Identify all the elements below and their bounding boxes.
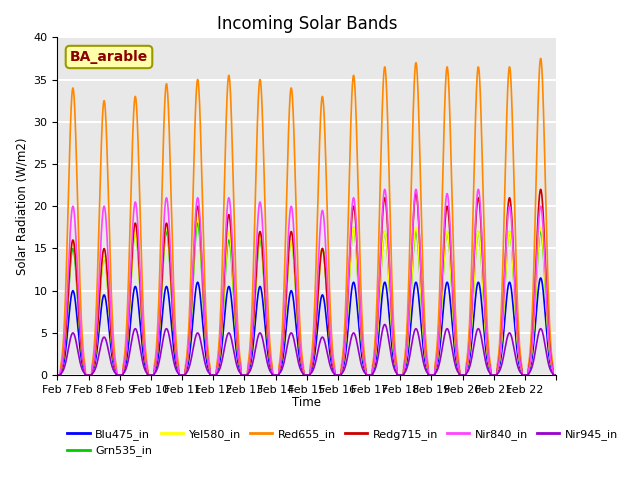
Text: BA_arable: BA_arable bbox=[70, 50, 148, 64]
Y-axis label: Solar Radiation (W/m2): Solar Radiation (W/m2) bbox=[15, 137, 28, 275]
X-axis label: Time: Time bbox=[292, 396, 321, 409]
Title: Incoming Solar Bands: Incoming Solar Bands bbox=[216, 15, 397, 33]
Legend: Blu475_in, Grn535_in, Yel580_in, Red655_in, Redg715_in, Nir840_in, Nir945_in: Blu475_in, Grn535_in, Yel580_in, Red655_… bbox=[63, 425, 622, 461]
